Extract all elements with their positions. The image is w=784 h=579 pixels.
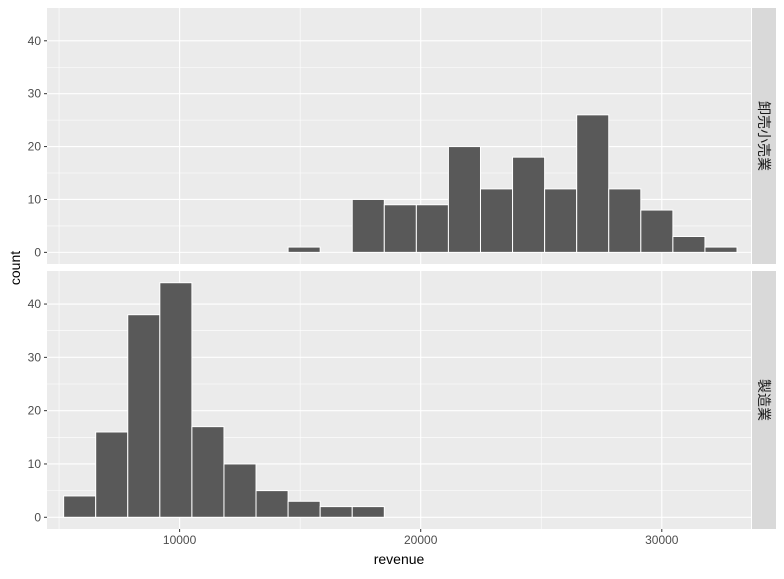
histogram-bar [127, 314, 161, 518]
x-axis-title: revenue [374, 551, 425, 567]
histogram-bar [415, 204, 449, 253]
histogram-bar [640, 209, 674, 253]
y-tick-label: 0 [34, 510, 41, 524]
histogram-bar [159, 282, 193, 518]
facet-strip [752, 8, 776, 264]
histogram-bar [383, 204, 417, 253]
histogram-bar [255, 490, 289, 518]
histogram-bar [704, 246, 738, 253]
histogram-bar [191, 426, 225, 518]
histogram-bar [512, 156, 546, 253]
histogram-bar [63, 495, 97, 518]
y-tick-label: 40 [28, 297, 42, 311]
histogram-bar [287, 246, 321, 253]
histogram-bar [351, 506, 385, 518]
x-tick-label: 10000 [163, 533, 197, 547]
y-tick-label: 30 [28, 87, 42, 101]
histogram-bar [479, 188, 514, 253]
histogram-bar [608, 188, 642, 253]
y-axis-title: count [7, 251, 23, 285]
facet-strip-label: 卸売小売業 [756, 101, 772, 171]
y-tick-label: 0 [34, 245, 41, 259]
histogram-bar [672, 235, 706, 253]
facet-strip [752, 271, 776, 529]
y-tick-label: 20 [28, 140, 42, 154]
histogram-bar [351, 198, 385, 253]
y-tick-label: 40 [28, 34, 42, 48]
y-tick-label: 10 [28, 192, 42, 206]
y-tick-label: 30 [28, 350, 42, 364]
facet-panel: 0 10 20 30 40 卸売小売業 [28, 8, 776, 264]
y-tick-label: 10 [28, 457, 42, 471]
histogram-bar [223, 463, 257, 518]
x-tick-label: 20000 [404, 533, 438, 547]
y-tick-label: 20 [28, 404, 42, 418]
histogram-bar [576, 114, 610, 253]
histogram-bar [319, 506, 353, 518]
histogram-bar [95, 431, 129, 518]
facet-panel: 0 10 20 30 40 製造業 [28, 271, 776, 529]
histogram-bar [447, 146, 481, 253]
histogram-bar [287, 500, 321, 518]
histogram-bar [544, 188, 578, 253]
facet-strip-label: 製造業 [756, 379, 772, 421]
x-tick-label: 30000 [645, 533, 679, 547]
